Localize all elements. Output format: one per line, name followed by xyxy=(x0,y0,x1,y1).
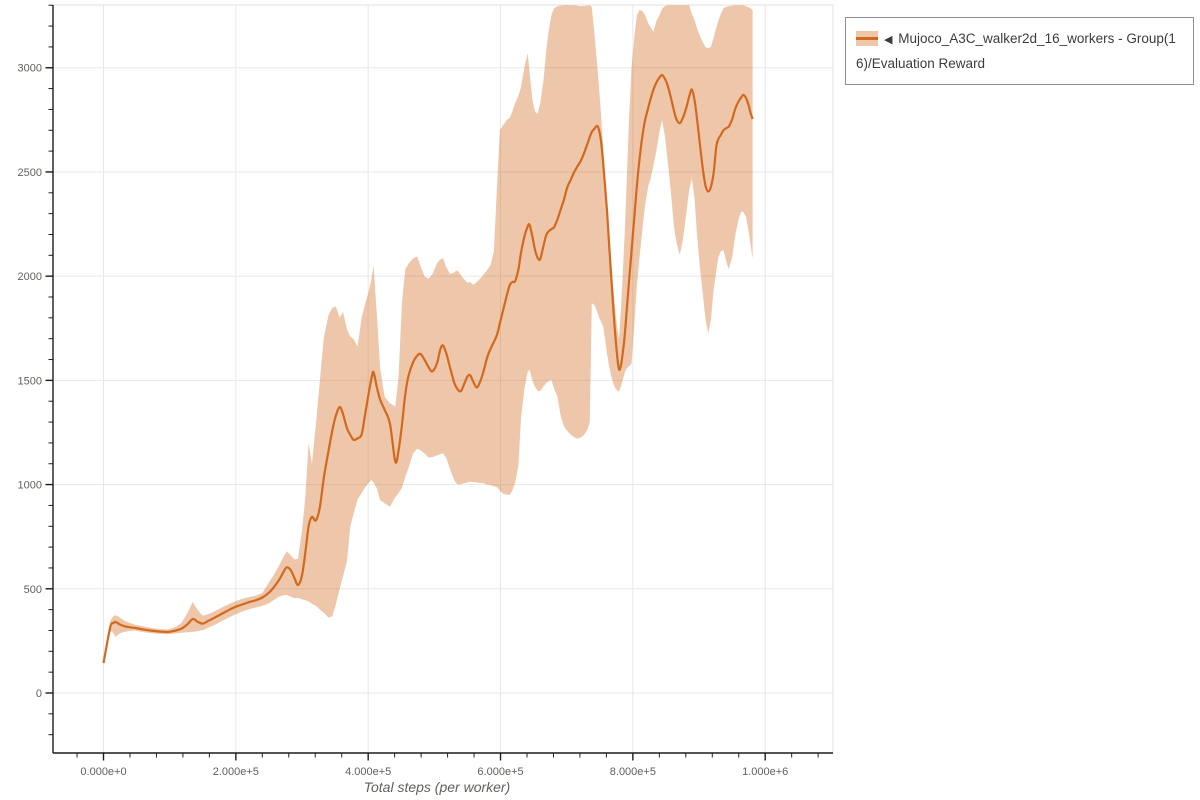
x-tick-label: 4.000e+5 xyxy=(345,766,391,778)
legend-box[interactable]: ◀ Mujoco_A3C_walker2d_16_workers - Group… xyxy=(845,17,1194,85)
x-tick-label: 2.000e+5 xyxy=(213,766,259,778)
y-tick-label: 1000 xyxy=(18,480,42,492)
y-tick-label: 500 xyxy=(24,584,42,596)
legend-series-swatch xyxy=(856,31,878,46)
y-tick-label: 1500 xyxy=(18,375,42,387)
tick-marks xyxy=(45,4,819,761)
legend-swatch-line-icon xyxy=(856,37,878,40)
y-tick-label: 0 xyxy=(36,688,42,700)
collapse-triangle-icon[interactable]: ◀ xyxy=(884,34,893,46)
band-area xyxy=(103,5,753,665)
mean-line xyxy=(102,73,754,664)
x-tick-label: 8.000e+5 xyxy=(610,766,656,778)
plot-border xyxy=(53,4,834,753)
gridlines xyxy=(53,5,833,753)
x-tick-label: 6.000e+5 xyxy=(477,766,523,778)
y-tick-label: 2000 xyxy=(18,271,42,283)
legend-series-label: Mujoco_A3C_walker2d_16_workers - Group(1… xyxy=(856,31,1176,71)
y-tick-label: 3000 xyxy=(18,63,42,75)
tick-labels: 0 500 1000 1500 2000 2500 3000 0.000e+0 2.000e+5… xyxy=(18,63,789,778)
x-axis-label: Total steps (per worker) xyxy=(364,779,511,795)
x-tick-label: 0.000e+0 xyxy=(80,766,126,778)
x-tick-label: 1.000e+6 xyxy=(742,766,788,778)
confidence-band xyxy=(103,5,753,665)
mean-reward-path xyxy=(102,73,754,664)
y-tick-label: 2500 xyxy=(18,167,42,179)
